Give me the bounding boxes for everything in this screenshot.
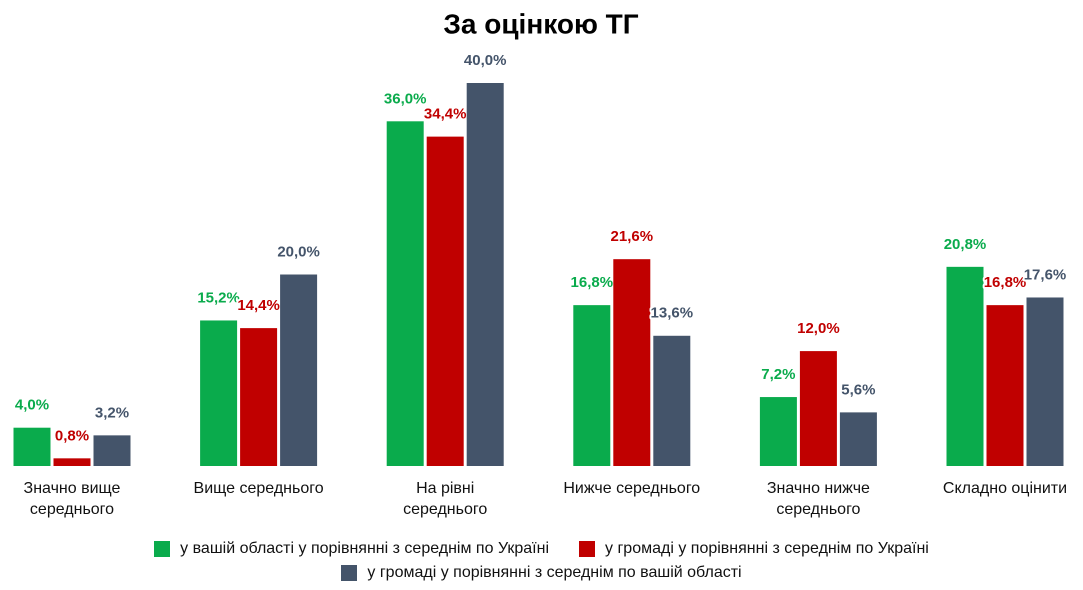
legend-item: у громаді у порівнянні з середнім по ваш… — [341, 564, 742, 582]
legend-item: у громаді у порівнянні з середнім по Укр… — [579, 540, 929, 558]
bar — [426, 136, 464, 466]
bar — [653, 335, 691, 466]
value-label: 7,2% — [761, 366, 795, 383]
bar — [573, 305, 611, 466]
legend-item: у вашій області у порівнянні з середнім … — [154, 540, 549, 558]
bar — [759, 397, 797, 466]
bar — [839, 412, 877, 466]
value-label: 20,0% — [277, 243, 320, 260]
legend: у вашій області у порівнянні з середнім … — [40, 540, 1043, 582]
value-label: 0,8% — [55, 427, 89, 444]
value-label: 20,8% — [944, 236, 987, 253]
bar — [53, 458, 91, 466]
value-label: 34,4% — [424, 106, 467, 123]
x-tick-label: На рівні середнього — [403, 480, 488, 518]
value-label: 21,6% — [611, 228, 654, 245]
bar — [1026, 297, 1064, 466]
bar — [240, 328, 278, 466]
x-tick-label: Складно оцінити — [942, 480, 1068, 497]
value-label: 16,8% — [571, 274, 614, 291]
x-tick-label: Значно нижче середнього — [766, 480, 870, 518]
legend-label: у вашій області у порівнянні з середнім … — [180, 540, 550, 557]
value-label: 15,2% — [197, 289, 240, 306]
legend-label: у громаді у порівнянні з середнім по ваш… — [367, 564, 742, 581]
x-tick-label: Вище середнього — [193, 480, 324, 497]
chart-title: За оцінкою ТГ — [443, 8, 638, 39]
legend-swatch — [341, 565, 358, 581]
value-label: 17,6% — [1024, 266, 1067, 283]
value-label: 13,6% — [651, 305, 694, 322]
value-label: 36,0% — [384, 90, 427, 107]
bar — [93, 435, 131, 466]
bar — [386, 121, 424, 467]
value-label: 40,0% — [464, 52, 507, 69]
bar — [946, 266, 984, 466]
plot: За оцінкою ТГ 4,0% 0,8% 3,2% 15,2%14,4% 20,0… — [13, 8, 1068, 467]
value-label: 5,6% — [841, 381, 875, 398]
value-label: 12,0% — [797, 320, 840, 337]
legend-swatch — [579, 541, 596, 557]
bar — [986, 305, 1024, 466]
bar — [613, 259, 651, 466]
legend-swatch — [154, 541, 171, 557]
x-tick-label: Значно вище середнього — [23, 480, 121, 518]
bar — [280, 274, 318, 466]
bar — [466, 83, 504, 466]
value-label: 3,2% — [95, 404, 129, 421]
x-tick-label: Нижче середнього — [563, 480, 701, 497]
legend-label: у громаді у порівнянні з середнім по Укр… — [605, 540, 929, 557]
bar — [799, 351, 837, 466]
value-label: 14,4% — [237, 297, 280, 314]
value-label: 16,8% — [984, 274, 1027, 291]
bar — [13, 427, 51, 466]
value-label: 4,0% — [15, 397, 49, 414]
bar — [200, 320, 238, 466]
